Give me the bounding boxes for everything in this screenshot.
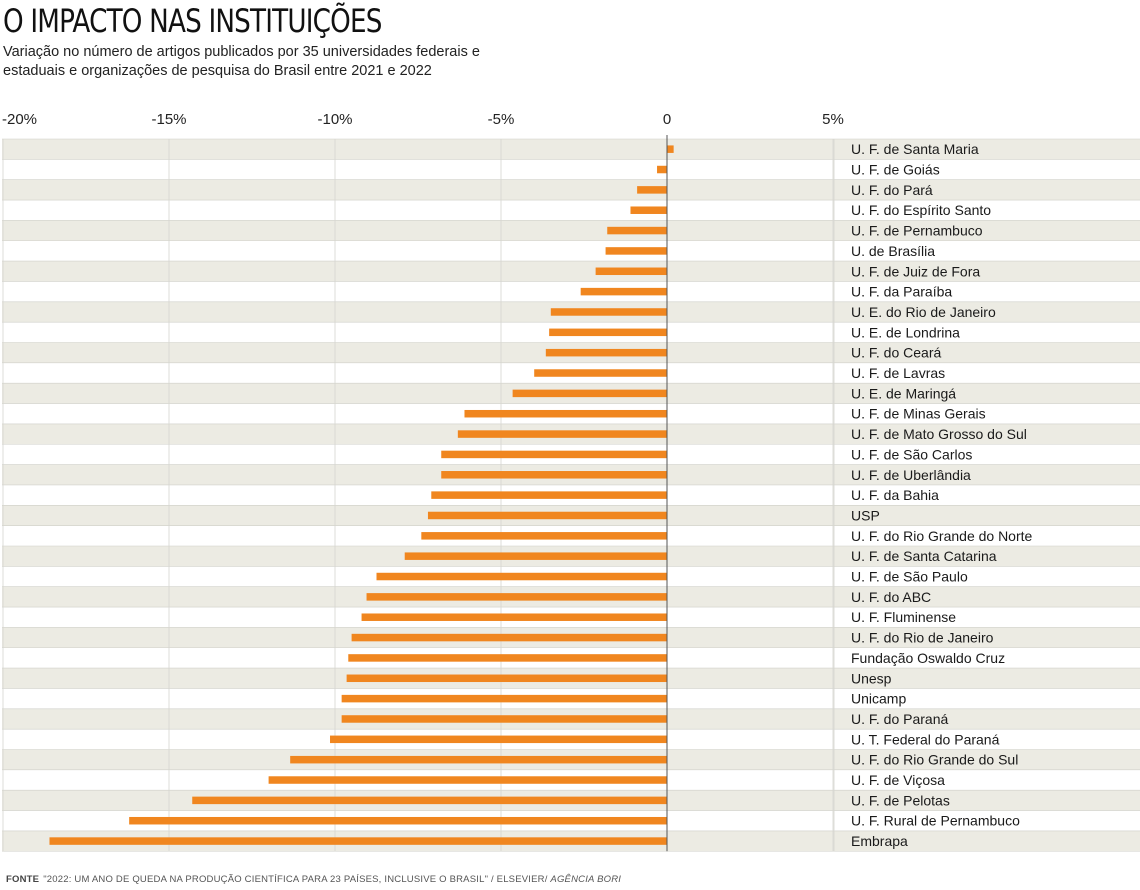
source-label: FONTE — [6, 874, 40, 885]
category-label: U. F. de Lavras — [851, 365, 945, 381]
category-label: U. E. do Rio de Janeiro — [851, 304, 996, 320]
tick-label: -20% — [2, 111, 37, 128]
category-label: U. E. de Londrina — [851, 324, 960, 340]
category-label: U. F. de São Paulo — [851, 569, 968, 585]
tick-label: -5% — [488, 111, 515, 128]
bar — [351, 633, 667, 642]
source-note: FONTE "2022: UM ANO DE QUEDA NA PRODUÇÃO … — [6, 874, 621, 885]
row-stripe — [2, 220, 1140, 241]
category-label: Unicamp — [851, 691, 906, 707]
bar — [667, 145, 674, 153]
tick-label: 5% — [822, 111, 844, 128]
row-stripe — [2, 159, 1140, 180]
category-label: U. F. do Paraná — [851, 711, 948, 727]
category-label: U. F. Rural de Pernambuco — [851, 813, 1020, 829]
bar — [580, 287, 667, 296]
category-label: USP — [851, 507, 880, 523]
bar — [404, 552, 667, 560]
bar — [192, 796, 668, 805]
bar — [657, 165, 667, 174]
row-stripe — [2, 200, 1140, 221]
bar-chart: -20% -15% -10% -5% 0 5% U. F. de Santa MariaU… — [2, 111, 1140, 852]
category-label: U. F. de Pernambuco — [851, 223, 983, 239]
bar — [607, 226, 667, 235]
category-label: U. F. de Mato Grosso do Sul — [851, 426, 1027, 442]
category-label: U. F. do Espírito Santo — [851, 202, 991, 218]
bar — [348, 654, 667, 662]
category-label: U. F. da Paraíba — [851, 284, 952, 300]
bar — [550, 308, 667, 316]
bar — [630, 206, 667, 214]
bar — [346, 674, 667, 683]
category-label: U. F. de Santa Catarina — [851, 548, 997, 564]
source-agency: AGÊNCIA BORI — [550, 874, 622, 885]
category-label: U. E. de Maringá — [851, 385, 956, 401]
category-label: Embrapa — [851, 833, 908, 849]
bar — [427, 511, 667, 520]
category-label: U. F. Fluminense — [851, 609, 956, 625]
bar — [637, 186, 667, 194]
bar — [441, 450, 667, 459]
row-stripes — [2, 138, 1140, 852]
bar — [366, 593, 667, 601]
bar — [534, 369, 667, 377]
bar — [464, 409, 667, 418]
category-labels: U. F. de Santa Maria U. F. de Goiás U. F. … — [851, 141, 1033, 849]
chart-subtitle: Variação no número de artigos publicados… — [3, 44, 480, 79]
category-label: U. F. do Rio Grande do Norte — [851, 528, 1033, 544]
category-label: U. F. do Ceará — [851, 345, 941, 361]
bar — [129, 816, 667, 825]
tick-label: 0 — [663, 111, 671, 128]
bar — [330, 735, 667, 744]
bar — [431, 491, 667, 499]
category-label: U. F. da Bahia — [851, 487, 939, 503]
category-label: U. F. do Rio Grande do Sul — [851, 752, 1018, 768]
row-stripe — [2, 261, 1140, 282]
bar — [421, 532, 667, 540]
bar — [512, 389, 667, 398]
category-label: U. F. de Uberlândia — [851, 467, 971, 483]
category-label: Unesp — [851, 670, 892, 686]
bars — [49, 145, 674, 845]
bar — [341, 694, 667, 703]
source-text: "2022: UM ANO DE QUEDA NA PRODUÇÃO CIENT… — [43, 874, 548, 885]
row-stripe — [2, 240, 1140, 262]
category-label: U. F. de Minas Gerais — [851, 406, 986, 422]
category-label: U. F. do ABC — [851, 589, 931, 605]
bar — [595, 267, 667, 276]
chart-title: O IMPACTO NAS INSTITUIÇÕES — [3, 2, 382, 40]
category-label: Fundação Oswaldo Cruz — [851, 650, 1005, 666]
category-label: U. F. de Santa Maria — [851, 141, 979, 157]
category-label: U. F. de Pelotas — [851, 792, 950, 808]
bar — [290, 755, 667, 764]
category-label: U. T. Federal do Paraná — [851, 731, 1000, 747]
tick-label: -15% — [151, 111, 186, 128]
category-label: U. F. de Viçosa — [851, 772, 945, 788]
tick-label: -10% — [317, 111, 352, 128]
row-stripe — [2, 139, 1140, 160]
category-label: U. F. de São Carlos — [851, 446, 972, 462]
bar — [268, 776, 667, 784]
row-stripe — [2, 179, 1140, 201]
category-label: U. F. de Juiz de Fora — [851, 263, 980, 279]
bar — [545, 348, 667, 357]
bar — [605, 247, 667, 255]
bar — [361, 613, 667, 621]
x-axis-ticks: -20% -15% -10% -5% 0 5% — [2, 111, 844, 128]
bar — [549, 328, 667, 337]
bar — [376, 572, 667, 581]
bar — [441, 471, 667, 479]
bar — [457, 430, 667, 438]
category-label: U. F. de Goiás — [851, 162, 940, 178]
bar — [49, 837, 668, 845]
category-label: U. F. do Pará — [851, 182, 933, 198]
row-stripe — [2, 281, 1140, 302]
category-label: U. de Brasília — [851, 243, 935, 259]
bar — [341, 715, 667, 723]
category-label: U. F. do Rio de Janeiro — [851, 630, 994, 646]
